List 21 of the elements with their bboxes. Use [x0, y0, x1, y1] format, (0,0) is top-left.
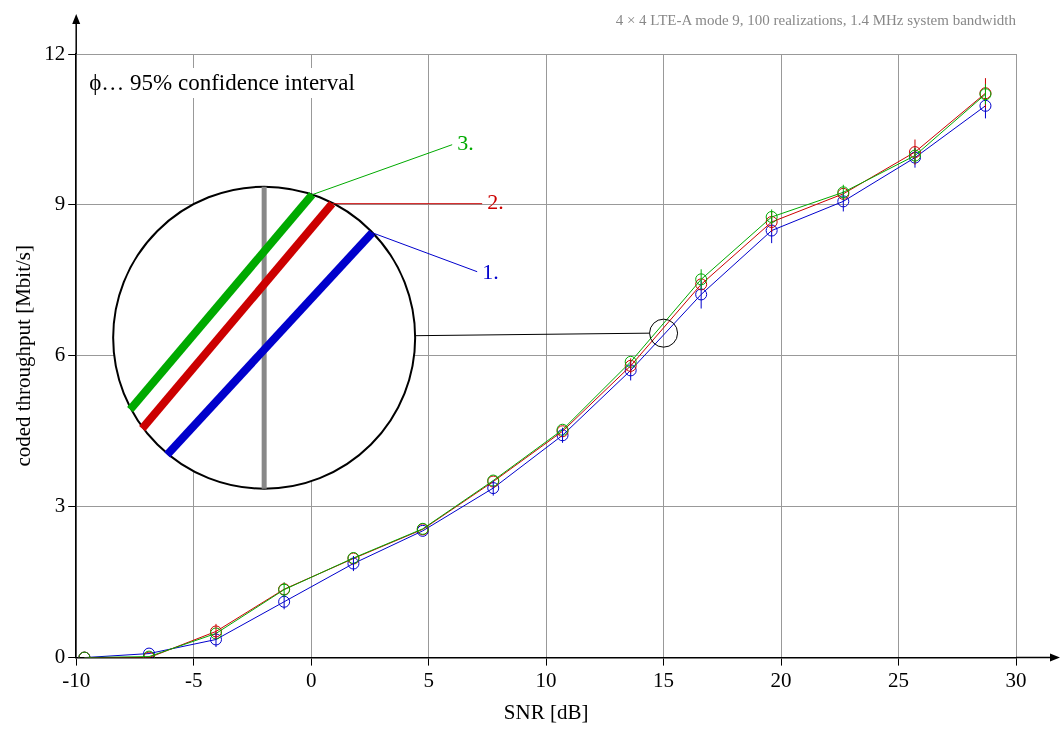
- y-axis-title: coded throughput [Mbit/s]: [11, 244, 36, 467]
- y-tick-label: 3: [54, 493, 66, 518]
- x-tick-label: 5: [423, 667, 434, 692]
- x-tick-label: -5: [184, 667, 203, 692]
- text: 2.: [487, 188, 504, 214]
- x-tick-label: 20: [770, 667, 792, 692]
- x-tick-label: 15: [653, 667, 675, 692]
- y-tick-label: 9: [54, 191, 66, 216]
- x-tick-label: 30: [1005, 667, 1027, 692]
- x-tick-label: -10: [62, 667, 91, 692]
- text: 3.: [457, 129, 474, 155]
- y-tick-label: 12: [44, 40, 66, 65]
- y-tick-label: 0: [54, 644, 66, 669]
- y-tick-label: 6: [54, 342, 66, 367]
- chart-title: 4 × 4 LTE-A mode 9, 100 realizations, 1.4 MHz system bandwidth: [615, 11, 1017, 28]
- x-tick-label: 25: [888, 667, 910, 692]
- x-tick-label: 0: [305, 667, 317, 692]
- annotation: ϕ… 95% confidence interval: [89, 70, 355, 96]
- text: 1.: [482, 258, 499, 284]
- x-tick-label: 10: [535, 667, 557, 692]
- x-axis-title: SNR [dB]: [503, 699, 589, 724]
